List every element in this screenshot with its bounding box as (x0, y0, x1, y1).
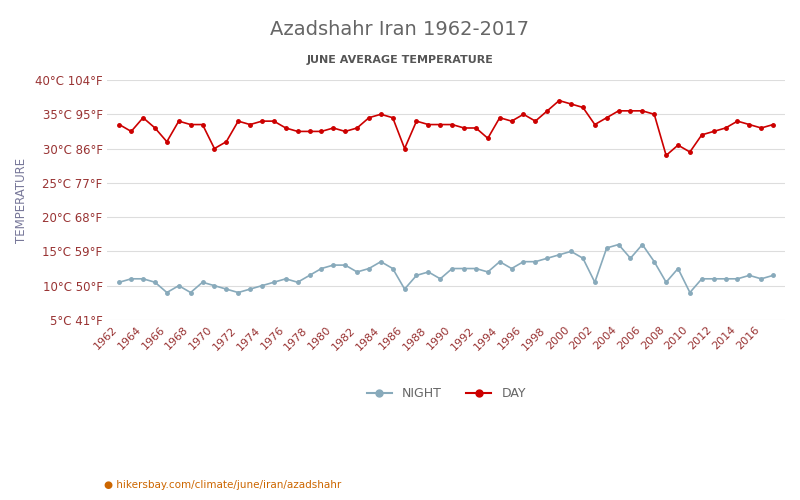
Y-axis label: TEMPERATURE: TEMPERATURE (15, 158, 28, 242)
NIGHT (126, 276, 136, 282)
DAY (483, 136, 493, 141)
Line: NIGHT: NIGHT (118, 243, 775, 294)
DAY (126, 128, 136, 134)
Text: JUNE AVERAGE TEMPERATURE: JUNE AVERAGE TEMPERATURE (306, 55, 494, 65)
DAY (662, 152, 671, 158)
DAY (114, 122, 124, 128)
NIGHT (162, 290, 172, 296)
NIGHT (554, 252, 564, 258)
NIGHT (614, 242, 623, 248)
DAY (626, 108, 635, 114)
Text: ● hikersbay.com/climate/june/iran/azadshahr: ● hikersbay.com/climate/june/iran/azadsh… (104, 480, 342, 490)
DAY (554, 98, 564, 103)
Text: Azadshahr Iran 1962-2017: Azadshahr Iran 1962-2017 (270, 20, 530, 39)
NIGHT (364, 266, 374, 272)
DAY (352, 125, 362, 131)
NIGHT (495, 258, 505, 264)
NIGHT (530, 258, 540, 264)
Line: DAY: DAY (118, 99, 775, 157)
NIGHT (768, 272, 778, 278)
DAY (518, 112, 528, 117)
DAY (542, 108, 552, 114)
DAY (768, 122, 778, 128)
Legend: NIGHT, DAY: NIGHT, DAY (362, 382, 531, 405)
NIGHT (638, 242, 647, 248)
NIGHT (114, 279, 124, 285)
